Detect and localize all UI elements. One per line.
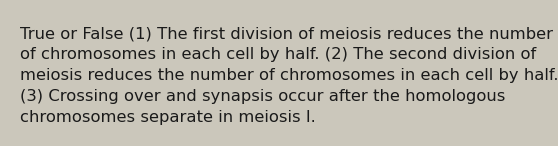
Text: True or False (1) The first division of meiosis reduces the number
of chromosome: True or False (1) The first division of …	[20, 26, 558, 125]
